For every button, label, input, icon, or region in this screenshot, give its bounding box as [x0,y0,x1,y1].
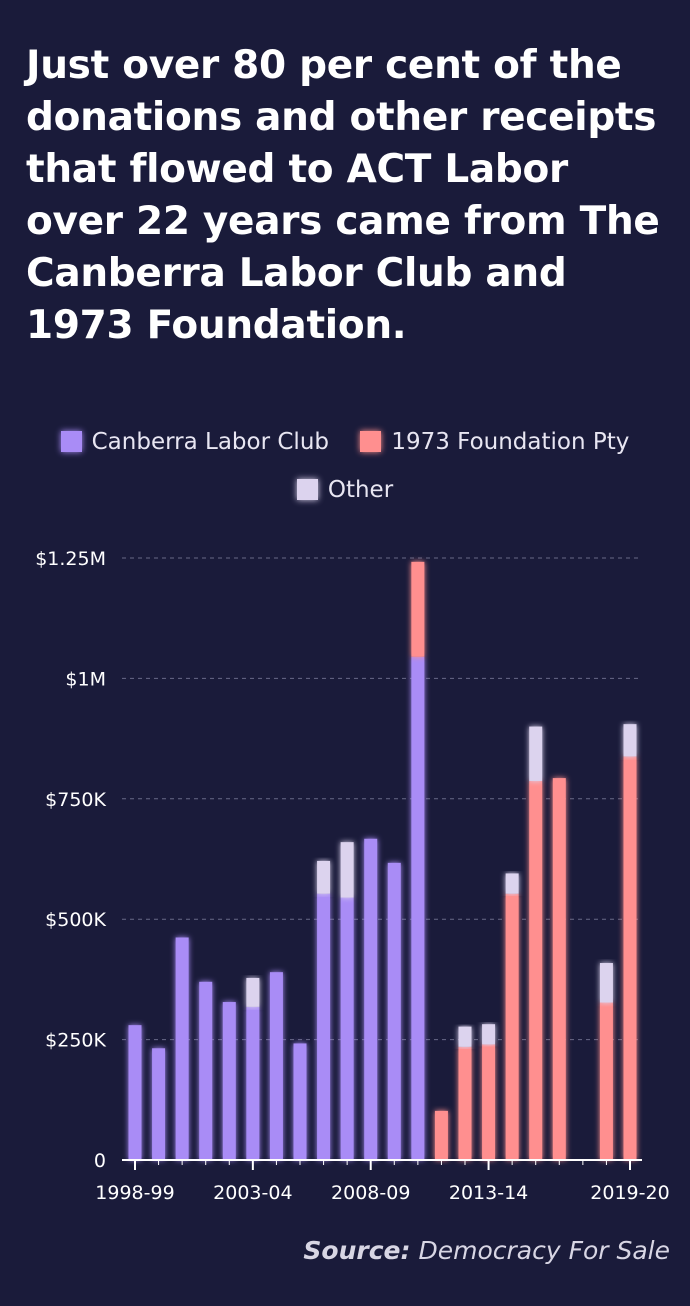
y-tick-label: $250K [45,1030,106,1052]
bar-segment [175,937,189,1160]
bar-segment [623,756,637,1160]
bar-segment [222,1002,236,1160]
bar-segment [364,838,378,1160]
bar-segment [317,893,331,1160]
x-tick-label: 2008-09 [331,1182,410,1204]
legend-swatch-canberra-labor-club [60,431,82,452]
legend-swatch-other [296,479,318,500]
legend-label-canberra-labor-club: Canberra Labor Club [91,429,329,455]
bar-segment [623,724,637,757]
x-tick-label: 2019-20 [590,1182,669,1204]
y-tick-label: 0 [94,1150,106,1172]
y-tick-label: $1.25M [35,548,106,570]
bar-segment [552,778,566,1160]
bar-segment [599,1002,613,1160]
x-tick-label: 1998-99 [95,1182,174,1204]
y-tick-label: $500K [45,909,106,931]
bar-segment [482,1024,496,1045]
bar-segment [128,1025,142,1160]
legend: Canberra Labor Club 1973 Foundation Pty … [0,418,690,514]
bar-segment [387,862,401,1160]
legend-item-canberra-labor-club: Canberra Labor Club [60,418,329,466]
bar-segment [599,963,613,1003]
y-tick-label: $1M [65,668,106,690]
legend-label-1973-foundation: 1973 Foundation Pty [391,429,630,455]
x-tick-label: 2013-14 [449,1182,528,1204]
legend-item-other: Other [296,466,394,514]
bar-segment [293,1043,307,1160]
bar-segment [505,873,519,894]
bar-segment [505,893,519,1160]
stacked-bar-chart: 0 $250K $500K $750K $1M $1.25M 1998-99 2003-04 2… [35,548,669,1204]
bar-segment [152,1048,166,1160]
source-credit: Source: Democracy For Sale [303,1236,670,1265]
bar-segment [434,1110,448,1160]
bar-segment [529,726,543,781]
bar-segment [340,842,354,898]
x-tick-label: 2003-04 [213,1182,292,1204]
bar-segment [458,1046,472,1160]
chart-title: Just over 80 per cent of the donations a… [26,43,660,348]
legend-item-1973-foundation: 1973 Foundation Pty [360,418,629,466]
source-label: Source: [303,1236,411,1265]
bar-segment [246,977,260,1007]
bar-segment [317,860,331,894]
legend-label-other: Other [327,477,394,503]
bar-segment [482,1044,496,1160]
bar-segment [340,897,354,1160]
bar-segment [529,780,543,1160]
bar-segment [199,981,213,1160]
bar-segment [411,561,425,657]
bar-segment [411,656,425,1160]
source-text: Democracy For Sale [410,1236,670,1265]
bar-segment [269,972,283,1160]
bar-segment [458,1026,472,1047]
y-tick-label: $750K [45,789,106,811]
legend-swatch-1973-foundation [360,431,382,452]
bar-segment [246,1006,260,1160]
